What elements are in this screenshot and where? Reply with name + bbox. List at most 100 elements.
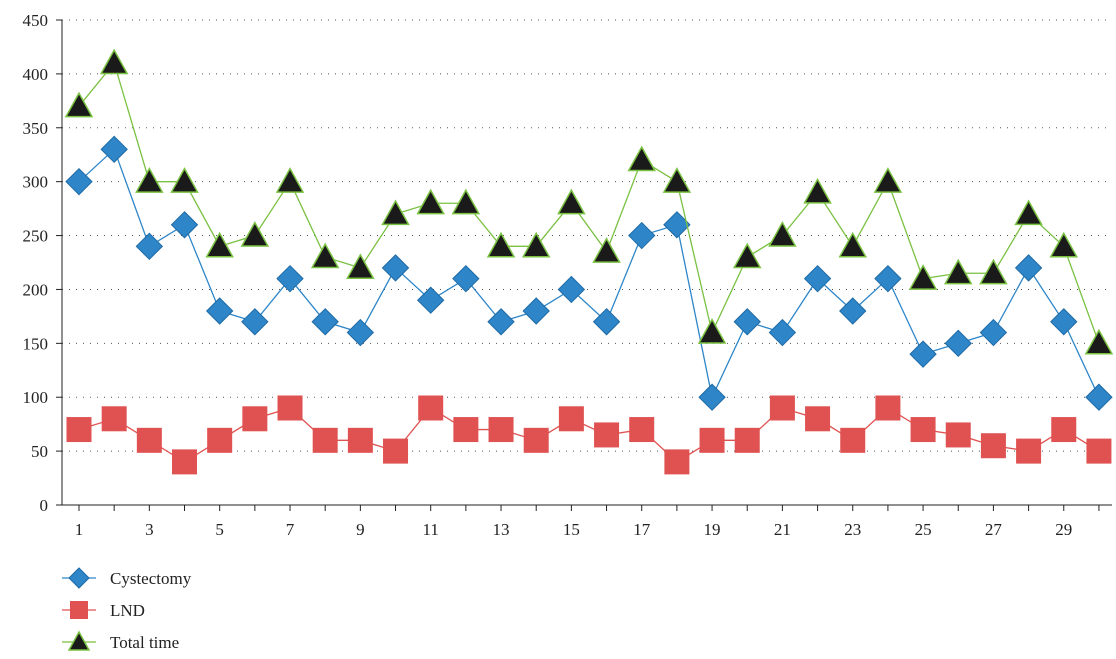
data-point-total-time	[310, 242, 340, 269]
x-tick-label: 3	[145, 520, 154, 539]
y-tick-label: 450	[23, 11, 49, 30]
data-point-lnd	[1016, 438, 1042, 464]
data-point-cystectomy	[592, 308, 621, 336]
data-point-total-time	[873, 167, 903, 193]
legend-marker	[67, 630, 91, 651]
data-point-lnd	[910, 417, 936, 443]
data-point-lnd	[734, 427, 760, 453]
data-point-cystectomy	[65, 167, 93, 196]
data-point-lnd	[347, 427, 373, 453]
data-point-total-time	[64, 91, 94, 118]
data-point-total-time	[979, 258, 1008, 285]
data-point-cystectomy	[874, 264, 902, 293]
data-point-total-time	[205, 231, 234, 258]
y-tick-label: 50	[31, 442, 48, 461]
data-point-lnd	[383, 438, 409, 464]
data-point-cystectomy	[944, 329, 972, 358]
data-point-total-time	[486, 231, 516, 258]
series-line-cystectomy	[78, 148, 1100, 400]
x-tick-label: 27	[985, 520, 1003, 539]
x-tick-label: 1	[75, 520, 84, 539]
data-point-cystectomy	[346, 318, 375, 347]
data-point-lnd	[805, 406, 831, 432]
data-point-lnd	[101, 406, 127, 432]
data-point-cystectomy	[100, 135, 128, 164]
data-point-cystectomy	[311, 308, 339, 336]
data-point-total-time	[803, 177, 832, 204]
gridlines	[62, 19, 1112, 452]
data-point-cystectomy	[1085, 383, 1113, 411]
x-tick-label: 23	[844, 520, 861, 539]
y-tick-label: 350	[23, 119, 49, 138]
series-total-time	[64, 48, 1114, 355]
data-point-cystectomy	[241, 308, 269, 336]
data-point-lnd	[980, 433, 1006, 459]
series-cystectomy	[65, 135, 1113, 411]
series-line-total-time	[78, 61, 1100, 344]
data-point-lnd	[172, 449, 198, 475]
data-point-total-time	[240, 221, 270, 247]
data-point-total-time	[451, 188, 481, 215]
data-point-cystectomy	[205, 297, 234, 325]
y-tick-label: 0	[40, 496, 49, 515]
legend-item-total-time: Total time	[62, 630, 179, 652]
legend-item-cystectomy: Cystectomy	[62, 567, 192, 589]
legend-marker	[70, 601, 88, 619]
data-point-cystectomy	[135, 232, 164, 261]
data-point-cystectomy	[698, 383, 726, 411]
x-tick-label: 25	[915, 520, 932, 539]
data-point-total-time	[557, 188, 586, 215]
data-point-lnd	[594, 422, 620, 448]
data-point-cystectomy	[170, 211, 199, 239]
data-point-lnd	[1051, 417, 1077, 443]
data-point-total-time	[908, 264, 938, 290]
data-point-lnd	[699, 427, 725, 453]
data-point-lnd	[136, 427, 162, 453]
y-tick-label: 150	[23, 334, 49, 353]
data-point-cystectomy	[276, 264, 304, 293]
data-point-lnd	[629, 417, 655, 443]
legend-label: Total time	[110, 633, 179, 652]
data-point-total-time	[346, 253, 375, 280]
data-point-cystectomy	[1014, 254, 1043, 282]
x-tick-label: 11	[423, 520, 439, 539]
data-point-total-time	[381, 199, 410, 226]
y-tick-label: 300	[23, 173, 49, 192]
x-tick-label: 17	[633, 520, 651, 539]
data-point-lnd	[945, 422, 971, 448]
data-point-cystectomy	[522, 297, 550, 325]
legend-label: LND	[110, 601, 145, 620]
data-point-cystectomy	[803, 264, 832, 293]
data-point-total-time	[1084, 328, 1114, 355]
y-tick-label: 100	[23, 388, 49, 407]
series-lnd	[66, 395, 1112, 475]
legend-item-lnd: LND	[62, 601, 145, 620]
y-tick-label: 250	[23, 227, 49, 246]
data-point-lnd	[207, 427, 233, 453]
x-tick-label: 21	[774, 520, 791, 539]
data-point-cystectomy	[628, 221, 656, 250]
data-point-lnd	[875, 395, 901, 421]
data-point-cystectomy	[768, 318, 797, 347]
y-tick-label: 200	[23, 280, 49, 299]
data-point-lnd	[1086, 438, 1112, 464]
x-tick-label: 7	[286, 520, 295, 539]
data-point-total-time	[416, 188, 445, 215]
data-point-total-time	[99, 48, 129, 75]
data-point-lnd	[769, 395, 795, 421]
data-point-lnd	[277, 395, 303, 421]
x-tick-label: 13	[493, 520, 510, 539]
legend-label: Cystectomy	[110, 569, 192, 588]
data-point-lnd	[840, 427, 866, 453]
data-point-total-time	[135, 167, 164, 193]
data-point-lnd	[488, 417, 514, 443]
data-point-total-time	[1014, 199, 1043, 226]
data-point-cystectomy	[452, 264, 480, 293]
data-point-lnd	[558, 406, 584, 432]
data-point-cystectomy	[979, 318, 1008, 347]
data-point-lnd	[242, 406, 268, 432]
legend: Cystectomy LND Total time	[62, 567, 192, 652]
data-point-total-time	[1049, 231, 1079, 258]
data-point-total-time	[170, 167, 199, 193]
